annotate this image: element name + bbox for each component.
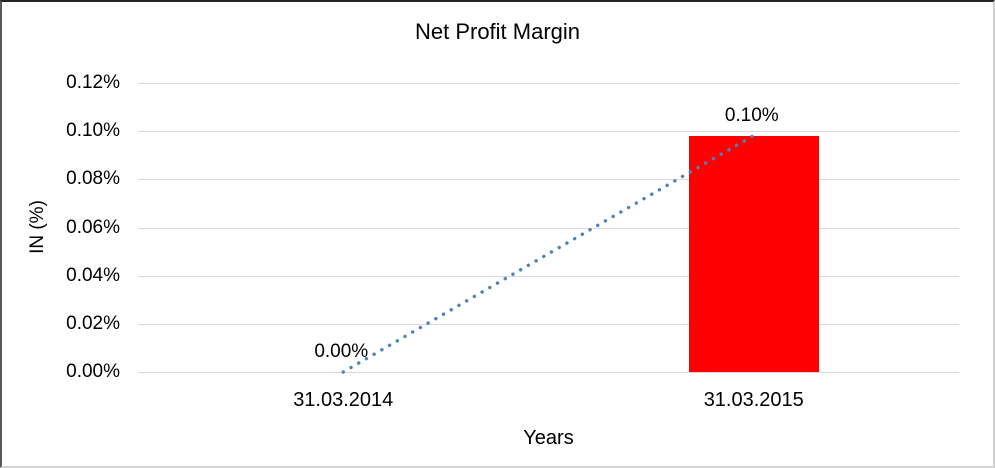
plot-area[interactable] <box>138 83 959 373</box>
gridline <box>138 131 959 133</box>
x-axis-title: Years <box>523 427 574 449</box>
chart-title: Net Profit Margin <box>414 19 581 44</box>
y-tick-label: 0.04% <box>66 264 120 286</box>
y-tick-label: 0.00% <box>66 361 120 382</box>
y-tick-label: 0.12% <box>66 72 120 93</box>
data-label: 0.10% <box>724 104 779 126</box>
y-tick-label: 0.06% <box>66 216 120 238</box>
gridline <box>138 227 959 229</box>
category-label: 31.03.2015 <box>703 389 804 411</box>
gridline <box>138 275 959 277</box>
gridline <box>138 179 959 181</box>
y-tick-label: 0.02% <box>66 312 120 334</box>
category-label: 31.03.2014 <box>293 389 394 411</box>
gridline <box>138 83 959 84</box>
y-tick-label: 0.10% <box>66 120 120 142</box>
y-tick-label: 0.08% <box>66 168 120 190</box>
bar-31.03.2015[interactable] <box>688 135 819 372</box>
gridline <box>138 323 959 325</box>
data-label: 0.00% <box>314 341 369 362</box>
x-axis-line <box>138 372 959 373</box>
